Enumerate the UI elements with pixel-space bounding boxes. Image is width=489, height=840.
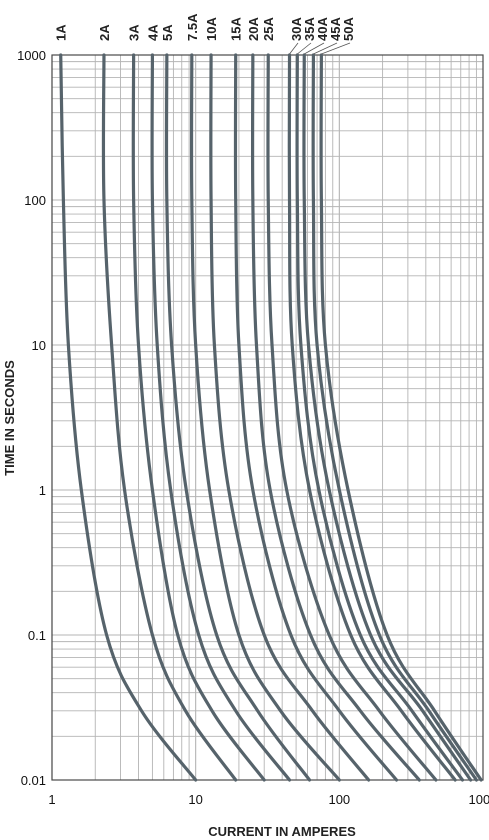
- x-tick-labels: 1 10 100 1000: [48, 792, 489, 807]
- series-label-35a: 35A: [297, 17, 317, 55]
- series-curve-20a: [250, 53, 421, 782]
- series-label-text: 3A: [127, 24, 142, 41]
- series-label-5a: 5A: [160, 24, 175, 41]
- series-curve-4a: [150, 53, 292, 782]
- series-label-text: 35A: [302, 17, 317, 41]
- series-label-3a: 3A: [127, 24, 142, 41]
- series-label-leader: [297, 42, 312, 55]
- series-label-30a: 30A: [289, 17, 304, 55]
- series-label-leader: [289, 42, 299, 55]
- series-label-10a: 10A: [204, 17, 219, 41]
- series-label-text: 30A: [289, 17, 304, 41]
- series-curve-1a: [59, 53, 198, 782]
- y-tick-label: 1: [39, 483, 46, 498]
- series-label-7-5a: 7.5A: [185, 13, 200, 41]
- series-label-leader: [313, 42, 338, 55]
- series-label-25a: 25A: [261, 17, 276, 41]
- series-label-2a: 2A: [97, 24, 112, 41]
- series-label-text: 50A: [341, 17, 356, 41]
- series-label-text: 5A: [160, 24, 175, 41]
- series-label-text: 45A: [328, 17, 343, 41]
- y-tick-label: 100: [24, 193, 46, 208]
- x-axis-label: CURRENT IN AMPERES: [208, 824, 356, 839]
- series-curves: [59, 53, 483, 782]
- series-curve-45a: [311, 53, 479, 782]
- series-label-text: 25A: [261, 17, 276, 41]
- series-label-15a: 15A: [229, 17, 244, 41]
- series-curve-3a: [131, 53, 266, 782]
- series-curve-7-5a: [189, 53, 341, 782]
- series-label-40a: 40A: [304, 17, 330, 55]
- series-curve-10a: [209, 53, 371, 782]
- series-label-text: 1A: [54, 24, 69, 41]
- series-label-50a: 50A: [321, 17, 356, 55]
- series-curve-35a: [295, 53, 465, 782]
- y-axis-label: TIME IN SECONDS: [2, 360, 17, 476]
- x-tick-label: 10: [188, 792, 202, 807]
- series-curve-40a: [302, 53, 473, 782]
- series-label-text: 2A: [97, 24, 112, 41]
- series-label-text: 15A: [229, 17, 244, 41]
- series-label-leader: [321, 42, 351, 55]
- x-tick-label: 1: [48, 792, 55, 807]
- y-tick-label: 1000: [17, 48, 46, 63]
- series-label-text: 4A: [145, 24, 160, 41]
- series-label-text: 7.5A: [185, 13, 200, 41]
- series-curve-15a: [233, 53, 399, 782]
- y-tick-labels: 0.01 0.1 1 10 100 1000: [17, 48, 46, 788]
- series-curve-50a: [319, 53, 483, 782]
- series-curve-30a: [287, 53, 457, 782]
- series-label-45a: 45A: [313, 17, 343, 55]
- y-tick-label: 0.1: [28, 628, 46, 643]
- series-curve-2a: [101, 53, 238, 782]
- series-label-text: 10A: [204, 17, 219, 41]
- series-labels: 1A 2A 3A 4A 5A 7.5A 10A 15A 20A 25A 30A35A40A45A50…: [54, 13, 356, 55]
- series-label-4a: 4A: [145, 24, 160, 41]
- series-label-20a: 20A: [246, 17, 261, 41]
- series-label-text: 40A: [315, 17, 330, 41]
- series-curve-25a: [266, 53, 438, 782]
- series-label-1a: 1A: [54, 24, 69, 41]
- series-curve-5a: [164, 53, 312, 782]
- x-tick-label: 100: [328, 792, 350, 807]
- y-tick-label: 10: [32, 338, 46, 353]
- series-label-leader: [304, 42, 325, 55]
- series-label-text: 20A: [246, 17, 261, 41]
- y-tick-label: 0.01: [21, 773, 46, 788]
- x-tick-label: 1000: [469, 792, 489, 807]
